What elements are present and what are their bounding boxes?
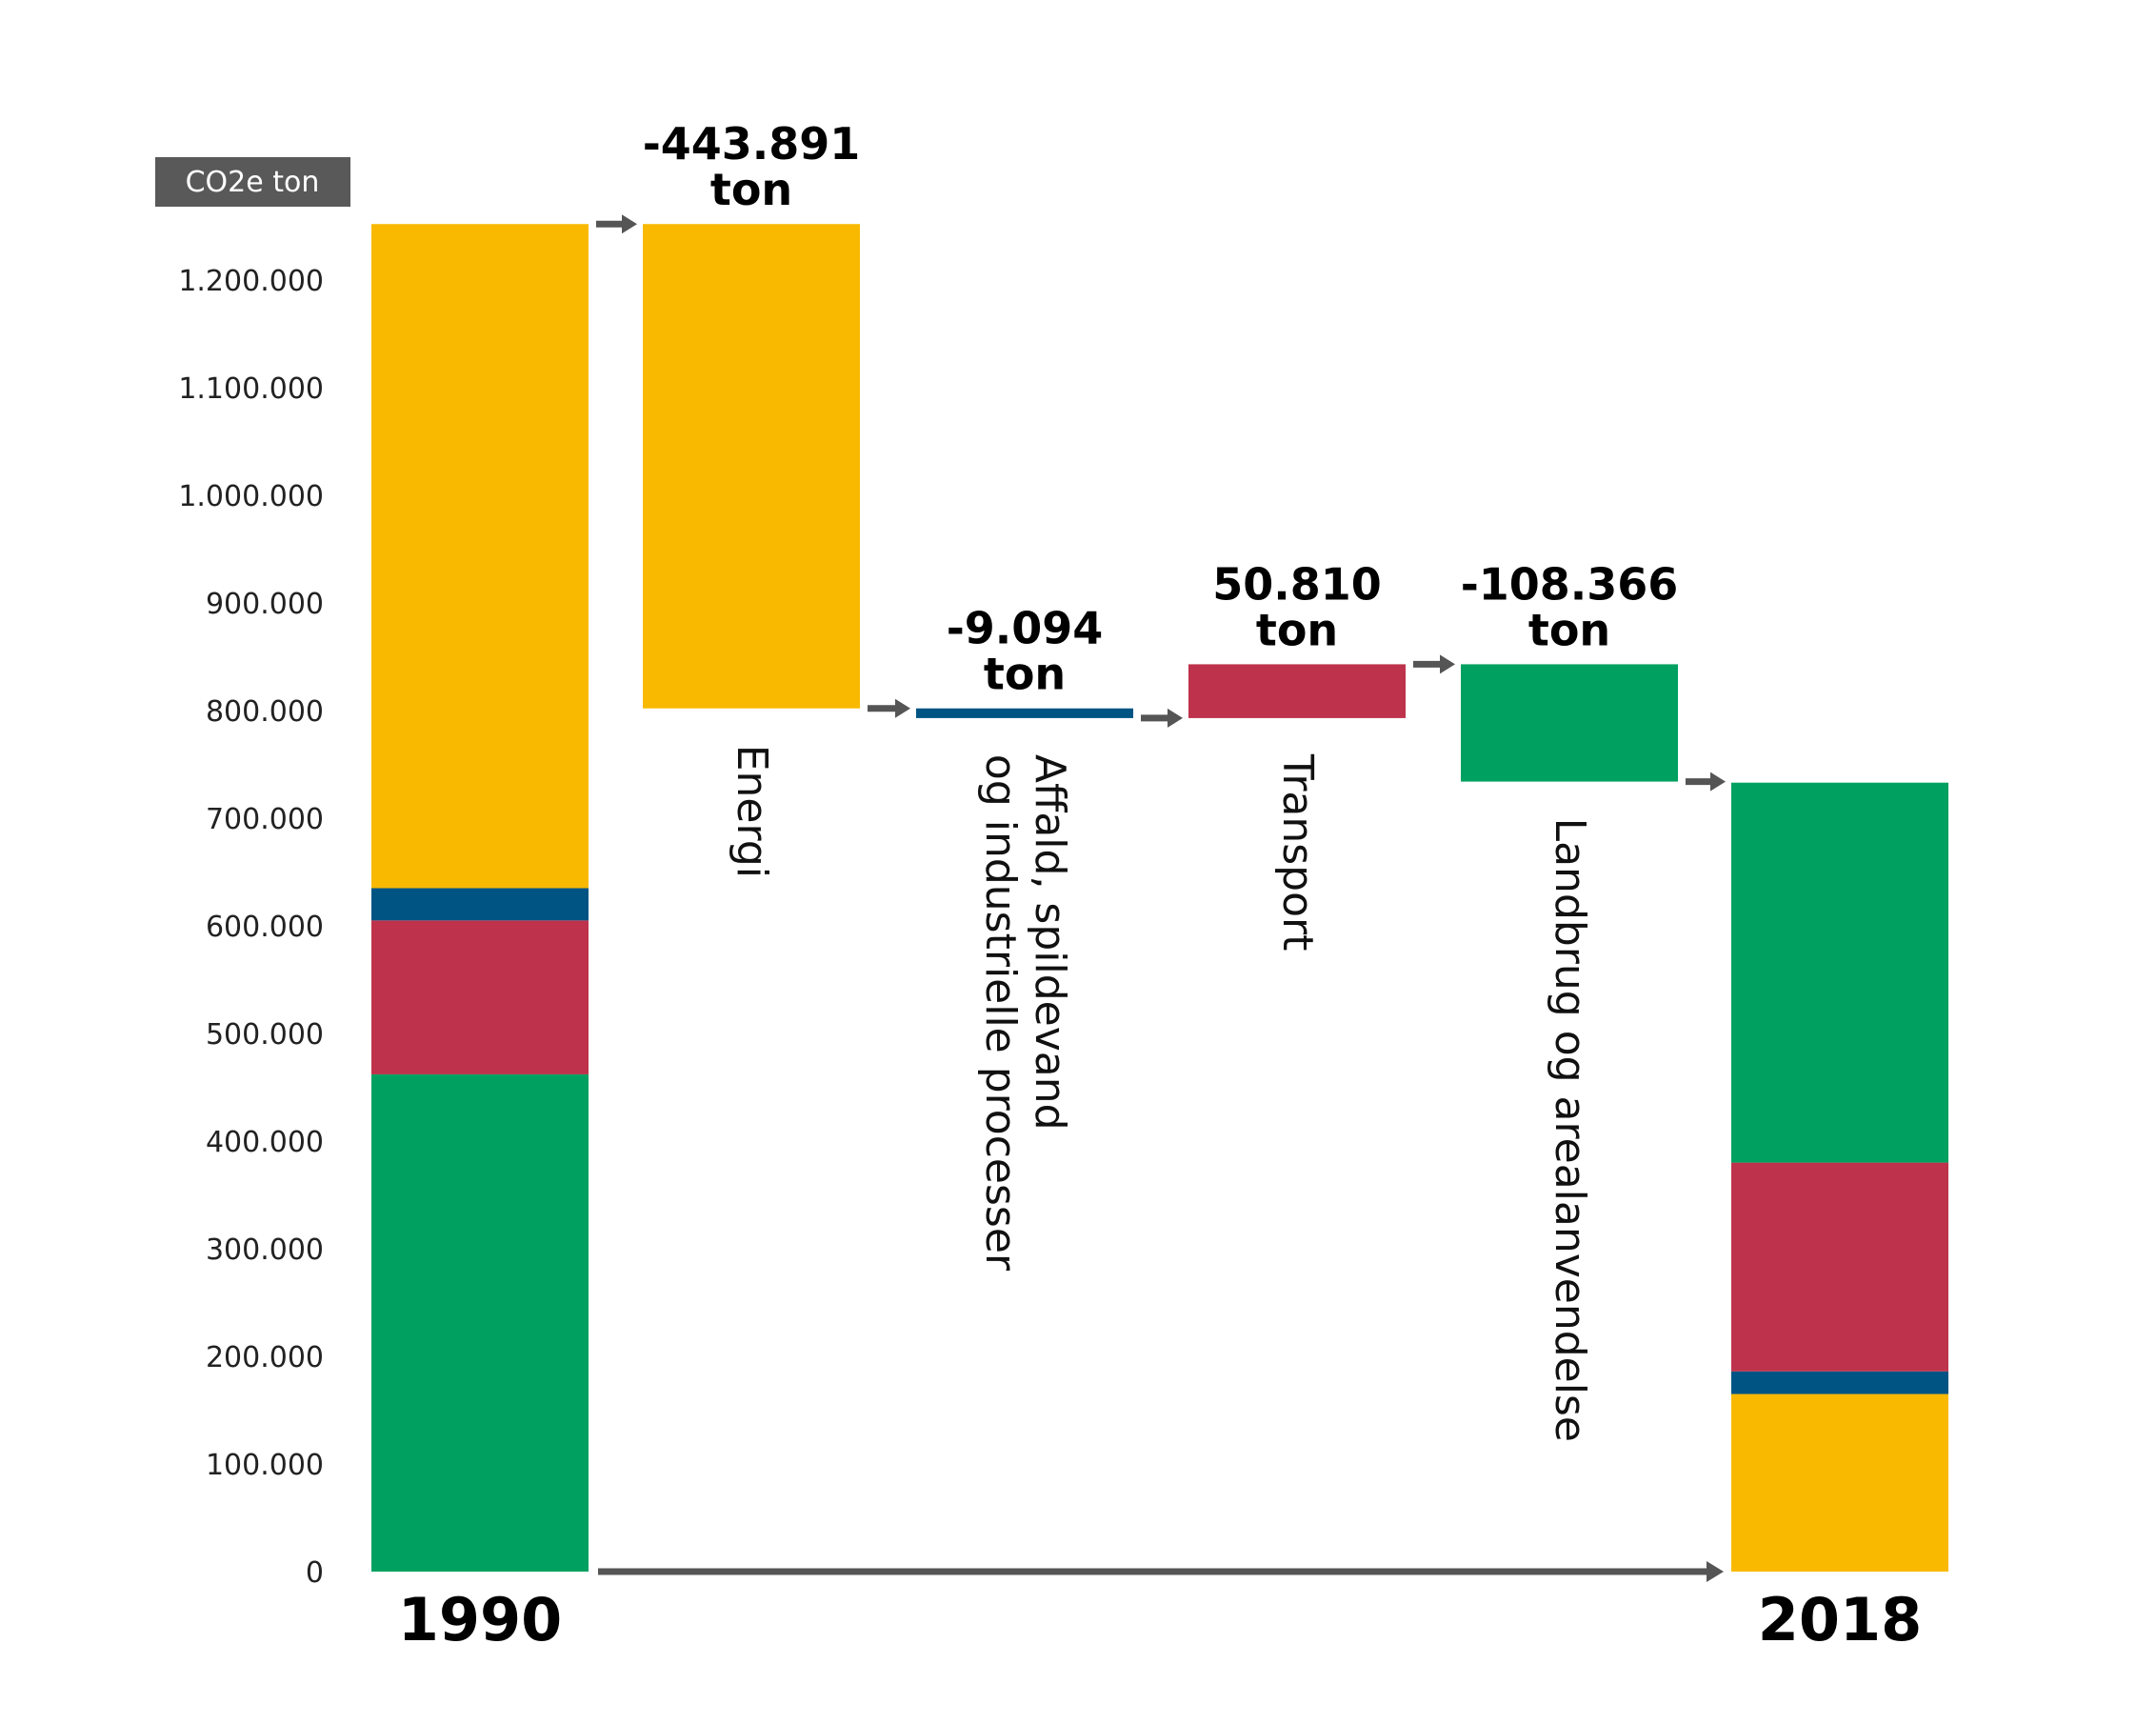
change-value-label: -9.094	[947, 603, 1104, 654]
y-tick-label: 0	[306, 1556, 324, 1590]
y-tick-label: 1.000.000	[178, 480, 324, 513]
labels: 1990 2018-443.891tonEnergi-9.094tonAffald…	[398, 118, 1923, 1654]
bar-segment	[371, 888, 589, 921]
change-value-label: 50.810	[1212, 558, 1382, 610]
category-label: Transport	[1273, 753, 1322, 951]
y-tick-label: 400.000	[206, 1126, 324, 1159]
y-tick-label: 900.000	[206, 588, 324, 621]
connector-arrow-head	[1710, 772, 1726, 792]
connector-arrow-head	[895, 698, 910, 718]
change-bar	[1461, 664, 1678, 782]
category-label: Energi	[728, 745, 776, 878]
bar-segment	[1731, 782, 1948, 1163]
bar-segment	[371, 224, 589, 889]
change-value-label: -108.366	[1461, 558, 1679, 610]
y-tick-label: 600.000	[206, 911, 324, 944]
y-tick-label: 700.000	[206, 803, 324, 836]
y-tick-label: 300.000	[206, 1233, 324, 1267]
change-value-label: ton	[1528, 604, 1610, 655]
bars	[371, 224, 1948, 1572]
unit-label: CO2e ton	[186, 166, 320, 199]
bar-segment	[1731, 1162, 1948, 1372]
y-tick-label: 800.000	[206, 695, 324, 729]
y-tick-label: 1.100.000	[178, 372, 324, 406]
year-label: 2018	[1758, 1585, 1923, 1654]
change-value-label: ton	[1256, 604, 1338, 655]
unit-label-box	[155, 157, 350, 207]
change-value-label: -443.891	[643, 118, 861, 170]
change-bar	[643, 224, 860, 709]
bar-segment	[1731, 1371, 1948, 1394]
change-value-label: ton	[984, 649, 1066, 700]
connector-arrow-head	[1168, 708, 1183, 728]
y-tick-label: 100.000	[206, 1449, 324, 1482]
connector-arrow-head	[622, 214, 637, 234]
y-tick-label: 200.000	[206, 1341, 324, 1374]
change-bar	[1188, 664, 1406, 718]
change-bar	[916, 708, 1133, 718]
connector-arrow-head	[1440, 654, 1455, 674]
y-tick-label: 1.200.000	[178, 265, 324, 298]
category-label: og industrielle processer	[976, 754, 1025, 1272]
bar-segment	[1731, 1393, 1948, 1572]
category-label: Landbrug og arealanvendelse	[1546, 818, 1594, 1442]
connector-arrow-head	[1707, 1561, 1724, 1582]
bar-segment	[371, 1073, 589, 1572]
y-axis-ticks: 0 100.000 200.000 300.000 400.000 500.000 600.…	[178, 265, 324, 1590]
y-tick-label: 500.000	[206, 1018, 324, 1052]
connector-arrows	[596, 214, 1726, 1582]
bar-segment	[371, 920, 589, 1074]
year-label: 1990	[398, 1585, 563, 1654]
category-label: Affald, spildevand	[1026, 754, 1074, 1131]
change-value-label: ton	[710, 164, 792, 215]
